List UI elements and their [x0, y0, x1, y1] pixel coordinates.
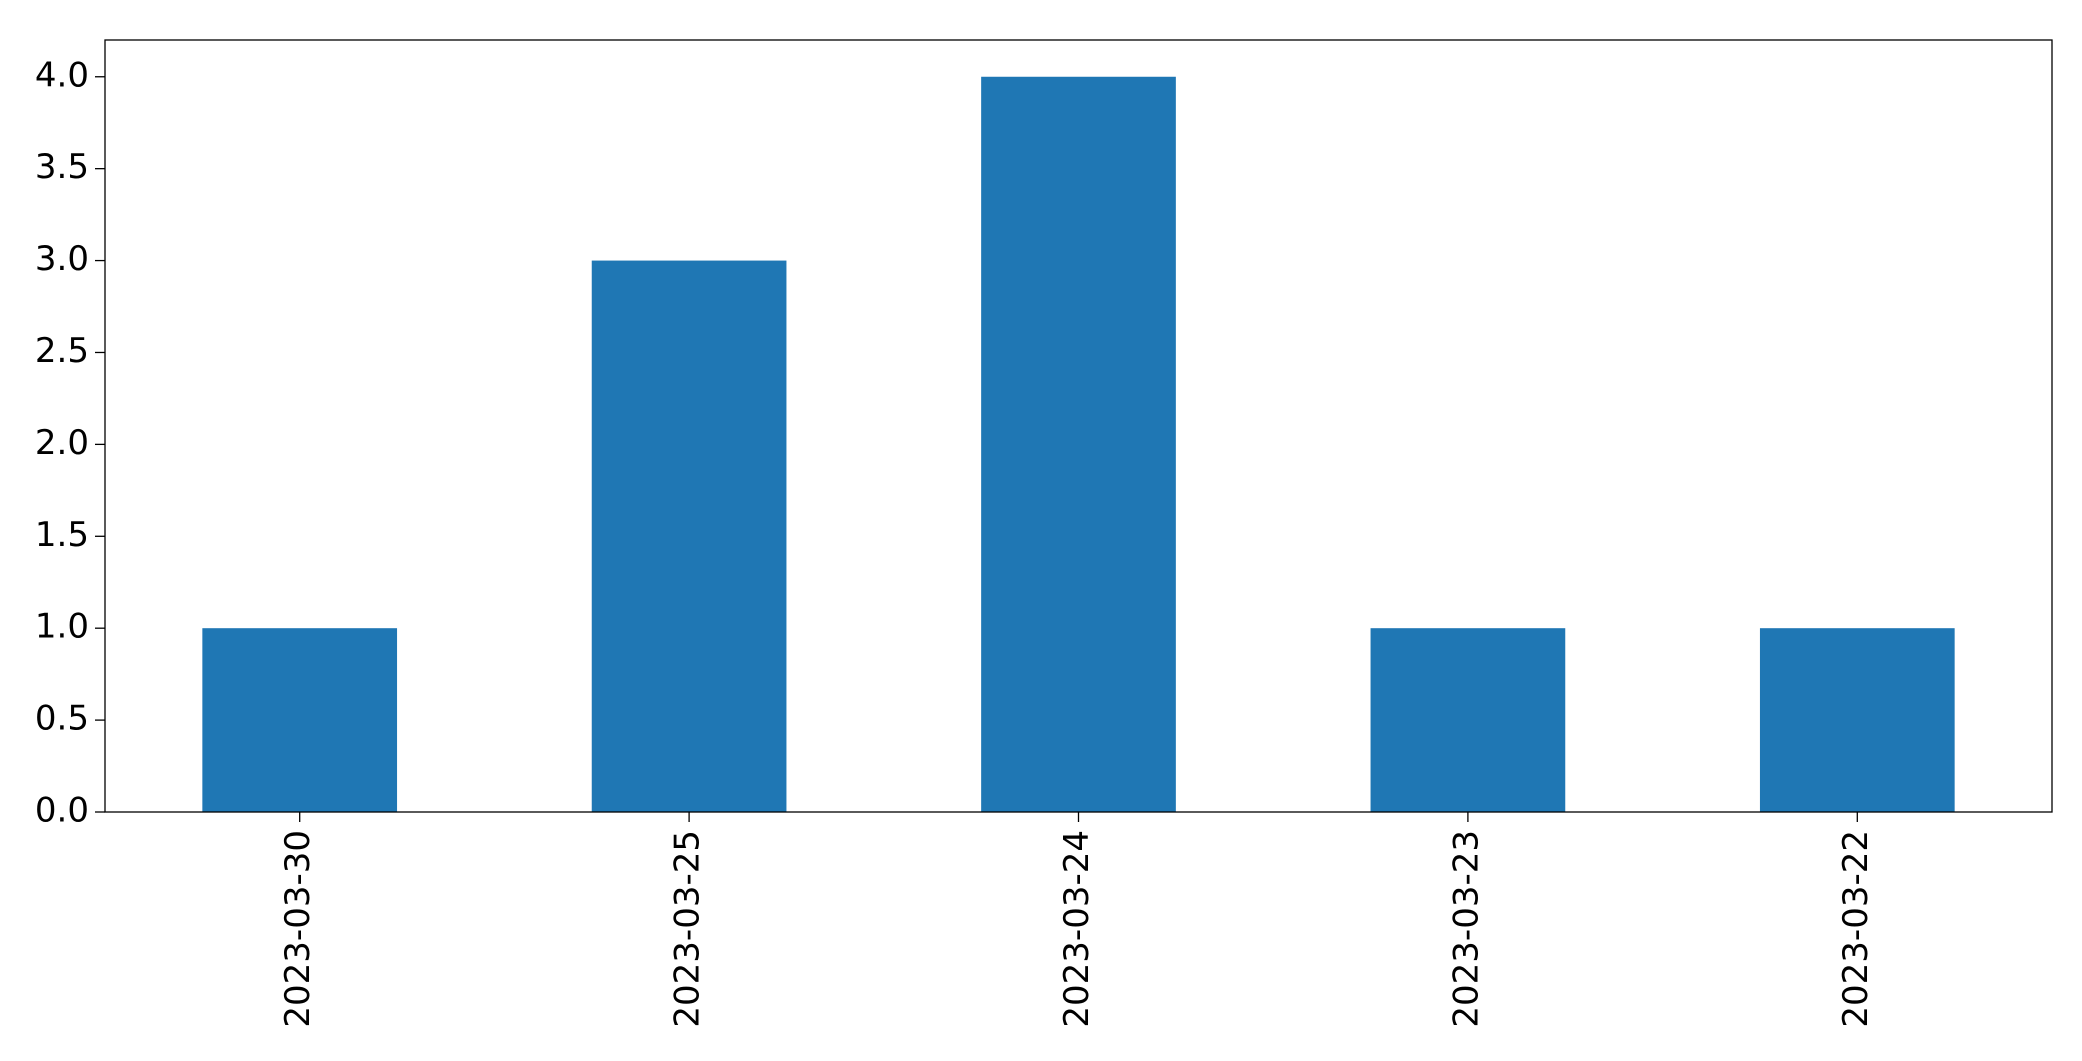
- x-tick-label: 2023-03-24: [1057, 830, 1097, 1028]
- plot-frame: [104, 39, 2053, 813]
- y-tick-label: 0.5: [35, 699, 89, 739]
- x-tick-label: 2023-03-23: [1446, 830, 1486, 1028]
- bars-group: [202, 76, 1955, 813]
- bar-2023-03-25: [591, 260, 787, 813]
- bar-2023-03-24: [981, 76, 1176, 812]
- y-tick-label: 4.0: [35, 55, 89, 95]
- bar-2023-03-30: [202, 628, 398, 812]
- x-tick-label: 2023-03-30: [278, 830, 318, 1028]
- y-tick-label: 1.0: [35, 607, 89, 647]
- y-tick-label: 2.0: [35, 423, 89, 463]
- y-tick-label: 3.5: [35, 147, 89, 187]
- x-tick-label: 2023-03-25: [668, 830, 708, 1028]
- y-axis: 0.0 0.5 1.0 1.5 2.0 2.5 3.0 3.5 4.0: [35, 55, 105, 831]
- x-axis: 2023-03-30 2023-03-25 2023-03-24 2023-03-23…: [278, 812, 1876, 1028]
- y-tick-label: 0.0: [35, 791, 89, 831]
- x-tick-label: 2023-03-22: [1836, 830, 1876, 1028]
- y-tick-label: 1.5: [35, 515, 89, 555]
- y-tick-label: 2.5: [35, 331, 89, 371]
- bar-2023-03-23: [1370, 628, 1566, 812]
- bar-2023-03-22: [1759, 628, 1955, 812]
- y-tick-label: 3.0: [35, 239, 89, 279]
